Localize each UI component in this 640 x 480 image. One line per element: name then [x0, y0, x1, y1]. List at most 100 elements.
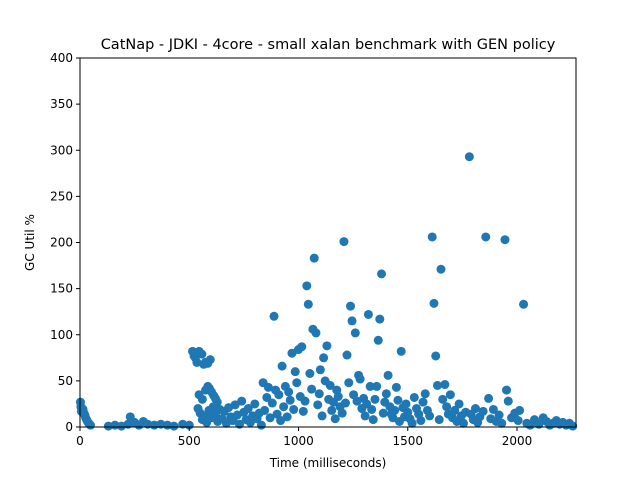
data-point	[363, 309, 373, 319]
data-point	[481, 232, 491, 242]
data-point	[307, 384, 317, 394]
y-tick-label: 100	[50, 328, 73, 342]
data-point	[289, 404, 299, 414]
data-point	[197, 394, 207, 404]
data-point	[409, 392, 419, 402]
data-point	[401, 399, 411, 409]
data-point	[317, 411, 327, 421]
data-point	[367, 404, 377, 414]
data-point	[534, 419, 544, 429]
x-tick-label: 1500	[392, 434, 423, 448]
data-point	[279, 402, 289, 412]
data-point	[340, 398, 350, 408]
data-point	[396, 346, 406, 356]
data-point	[237, 396, 247, 406]
data-point	[309, 253, 319, 263]
data-point	[250, 399, 260, 409]
data-point	[230, 400, 240, 410]
data-point	[330, 414, 340, 424]
data-point	[263, 382, 273, 392]
data-point	[314, 389, 324, 399]
data-point	[425, 411, 435, 421]
y-tick-label: 400	[50, 51, 73, 65]
data-point	[322, 341, 332, 351]
data-point	[407, 418, 417, 428]
data-point	[290, 367, 300, 377]
data-point	[393, 395, 403, 405]
data-point	[303, 299, 313, 309]
data-point	[350, 328, 360, 338]
data-point	[450, 405, 460, 415]
data-point	[339, 237, 349, 247]
y-tick-label: 200	[50, 236, 73, 250]
data-point	[298, 406, 308, 416]
data-point	[262, 392, 272, 402]
data-point	[388, 413, 398, 423]
data-point	[513, 416, 523, 426]
data-point	[378, 408, 388, 418]
data-point	[434, 415, 444, 425]
data-point	[327, 405, 337, 415]
data-point	[377, 269, 387, 279]
data-point	[429, 298, 439, 308]
data-point	[416, 416, 426, 426]
data-point	[342, 350, 352, 360]
data-point	[438, 394, 448, 404]
data-point	[292, 378, 302, 388]
data-point	[243, 404, 253, 414]
data-point	[285, 395, 295, 405]
data-point	[197, 349, 207, 359]
data-point	[156, 419, 166, 429]
data-point	[178, 419, 188, 429]
data-point	[390, 405, 400, 415]
data-point	[277, 361, 287, 371]
y-tick-label: 350	[50, 97, 73, 111]
data-point	[143, 419, 153, 429]
data-point	[284, 387, 294, 397]
data-point	[235, 419, 245, 429]
data-point	[488, 404, 498, 414]
data-point	[464, 152, 474, 162]
y-axis-label: GC Util %	[23, 214, 37, 271]
data-point	[276, 416, 286, 426]
data-point	[300, 396, 310, 406]
data-point	[440, 380, 450, 390]
data-point	[436, 264, 446, 274]
data-point	[265, 413, 275, 423]
data-point	[269, 311, 279, 321]
y-tick-label: 150	[50, 282, 73, 296]
data-point	[370, 394, 380, 404]
data-point	[365, 381, 375, 391]
data-point	[442, 402, 452, 412]
chart-title: CatNap - JDKI - 4core - small xalan benc…	[101, 37, 556, 53]
data-point	[502, 385, 512, 395]
data-point	[375, 314, 385, 324]
data-point	[319, 353, 329, 363]
data-point	[287, 348, 297, 358]
data-point	[355, 374, 365, 384]
data-point	[346, 301, 356, 311]
data-point	[470, 404, 480, 414]
data-point	[432, 380, 442, 390]
data-point	[282, 412, 292, 422]
data-point	[484, 393, 494, 403]
data-point	[497, 418, 507, 428]
data-point	[347, 316, 357, 326]
data-point	[267, 398, 277, 408]
x-tick-label: 1000	[283, 434, 314, 448]
data-point	[311, 328, 321, 338]
data-point	[85, 420, 95, 430]
data-point	[325, 380, 335, 390]
data-point	[337, 408, 347, 418]
x-axis-ticks: 0 500 1000 1500 2000	[76, 427, 532, 448]
data-point	[445, 390, 455, 400]
data-point	[381, 389, 391, 399]
data-point	[333, 392, 343, 402]
data-point	[372, 381, 382, 391]
data-point	[383, 370, 393, 380]
data-point	[494, 410, 504, 420]
x-tick-label: 2000	[502, 434, 533, 448]
data-point	[519, 299, 529, 309]
data-point	[260, 405, 270, 415]
